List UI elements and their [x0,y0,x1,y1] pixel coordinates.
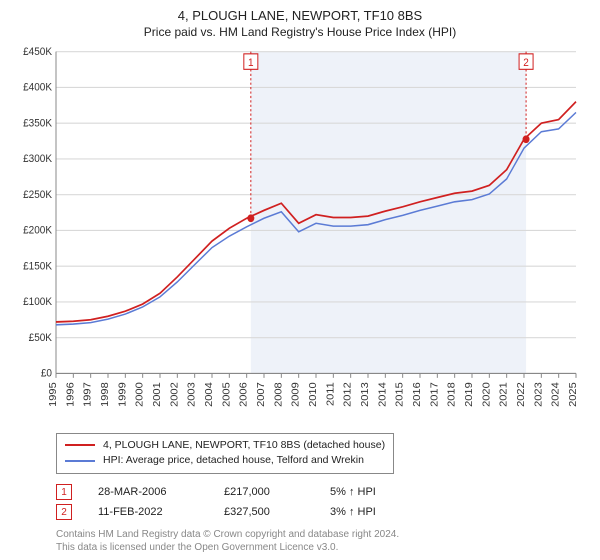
svg-text:1999: 1999 [117,382,128,407]
legend-label: HPI: Average price, detached house, Telf… [103,453,364,469]
svg-text:2007: 2007 [255,382,266,407]
svg-text:2024: 2024 [550,382,561,407]
svg-text:2003: 2003 [186,382,197,407]
footnote: Contains HM Land Registry data © Crown c… [56,528,590,554]
event-marker-icon: 2 [56,504,72,520]
svg-text:£250K: £250K [23,189,52,202]
svg-text:£100K: £100K [23,296,52,309]
event-delta: 5% ↑ HPI [330,486,410,498]
footnote-line: This data is licensed under the Open Gov… [56,541,590,554]
svg-text:2005: 2005 [221,382,232,407]
footnote-line: Contains HM Land Registry data © Crown c… [56,528,590,541]
svg-text:2023: 2023 [533,382,544,407]
svg-text:2016: 2016 [411,382,422,407]
event-row: 1 28-MAR-2006 £217,000 5% ↑ HPI [56,484,590,500]
svg-text:1996: 1996 [65,382,76,407]
svg-text:2010: 2010 [307,382,318,407]
chart-area: £0 £50K £100K £150K £200K £250K £300K £350K £400… [10,45,590,427]
chart-container: 4, PLOUGH LANE, NEWPORT, TF10 8BS Price … [0,0,600,560]
svg-text:2018: 2018 [446,382,457,407]
svg-text:2022: 2022 [515,382,526,407]
legend: 4, PLOUGH LANE, NEWPORT, TF10 8BS (detac… [56,433,394,475]
event-marker-icon: 1 [56,484,72,500]
svg-text:1998: 1998 [99,382,110,407]
svg-text:2020: 2020 [481,382,492,407]
svg-text:2015: 2015 [394,382,405,407]
svg-text:2011: 2011 [325,382,336,406]
legend-label: 4, PLOUGH LANE, NEWPORT, TF10 8BS (detac… [103,438,385,454]
svg-text:2000: 2000 [134,382,145,407]
title-line2: Price paid vs. HM Land Registry's House … [10,25,590,39]
svg-text:£350K: £350K [23,117,52,130]
events-table: 1 28-MAR-2006 £217,000 5% ↑ HPI 2 11-FEB… [56,480,590,524]
svg-text:2017: 2017 [429,382,440,407]
event-price: £327,500 [224,506,304,518]
svg-text:£300K: £300K [23,153,52,166]
svg-text:2009: 2009 [290,382,301,407]
svg-text:2014: 2014 [377,382,388,407]
event-row: 2 11-FEB-2022 £327,500 3% ↑ HPI [56,504,590,520]
svg-text:2001: 2001 [151,382,162,407]
svg-text:2021: 2021 [498,382,509,407]
event-price: £217,000 [224,486,304,498]
event-delta: 3% ↑ HPI [330,506,410,518]
svg-text:1: 1 [248,57,254,70]
svg-text:£150K: £150K [23,260,52,273]
svg-text:1997: 1997 [82,382,93,407]
svg-text:2004: 2004 [203,382,214,407]
svg-text:2012: 2012 [342,382,353,407]
svg-text:£400K: £400K [23,81,52,94]
line-chart: £0 £50K £100K £150K £200K £250K £300K £350K £400… [10,45,590,427]
svg-text:£50K: £50K [29,332,52,345]
title-line1: 4, PLOUGH LANE, NEWPORT, TF10 8BS [10,8,590,23]
legend-swatch [65,444,95,446]
legend-row: HPI: Average price, detached house, Telf… [65,453,385,469]
svg-text:2002: 2002 [169,382,180,407]
legend-swatch [65,460,95,462]
svg-text:£0: £0 [41,367,52,380]
legend-row: 4, PLOUGH LANE, NEWPORT, TF10 8BS (detac… [65,438,385,454]
svg-text:2013: 2013 [359,382,370,407]
svg-text:2008: 2008 [273,382,284,407]
svg-text:£450K: £450K [23,46,52,59]
svg-text:£200K: £200K [23,224,52,237]
svg-text:2019: 2019 [463,382,474,407]
event-date: 28-MAR-2006 [98,486,198,498]
svg-text:2006: 2006 [238,382,249,407]
event-date: 11-FEB-2022 [98,506,198,518]
svg-text:1995: 1995 [47,382,58,407]
svg-text:2: 2 [523,57,529,70]
svg-text:2025: 2025 [567,382,578,407]
